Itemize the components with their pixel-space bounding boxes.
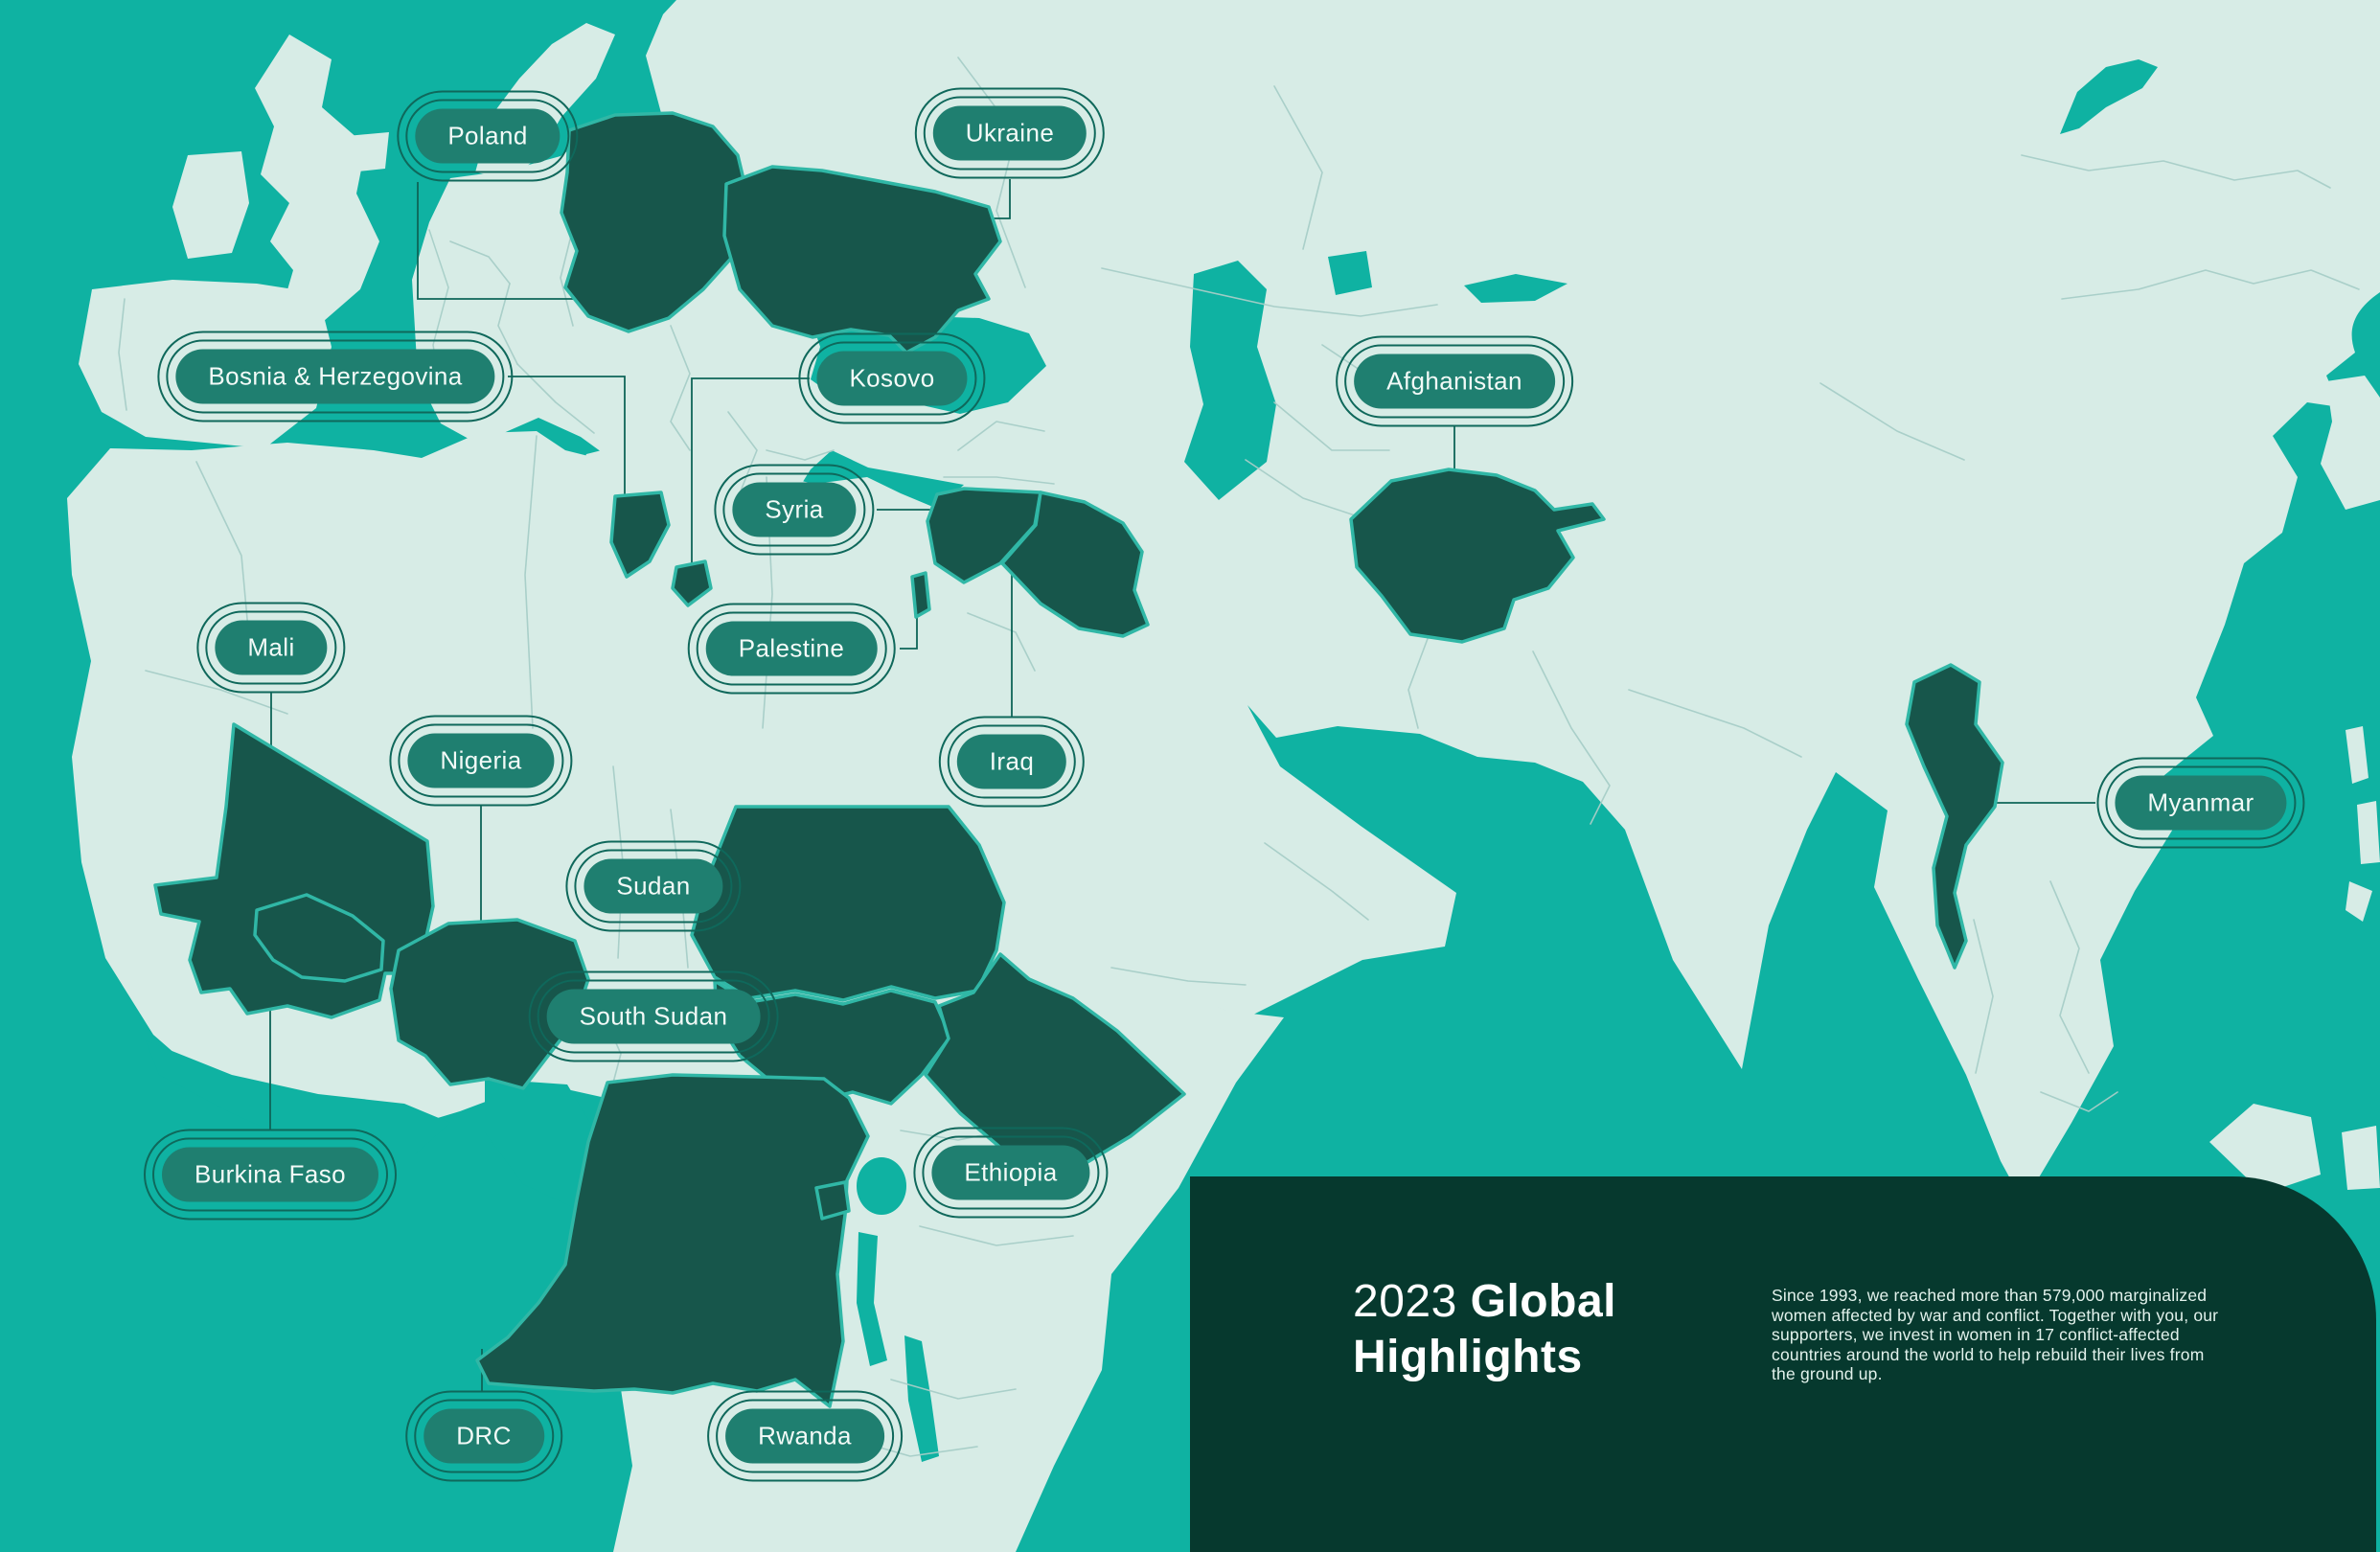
leader-line-bosnia-herzegovina bbox=[508, 376, 626, 496]
country-label-text: South Sudan bbox=[579, 1001, 728, 1031]
country-label-text: Sudan bbox=[616, 871, 691, 901]
country-label-palestine[interactable]: Palestine bbox=[687, 603, 896, 695]
country-label-myanmar[interactable]: Myanmar bbox=[2096, 757, 2305, 849]
country-label-kosovo[interactable]: Kosovo bbox=[798, 332, 986, 424]
country-label-text: Rwanda bbox=[758, 1421, 852, 1450]
country-shape-south-sudan bbox=[713, 979, 952, 1106]
leader-line-kosovo bbox=[691, 377, 810, 563]
panel-title: 2023 Global Highlights bbox=[1353, 1274, 1746, 1384]
country-label-ethiopia[interactable]: Ethiopia bbox=[913, 1127, 1109, 1219]
island-borneo bbox=[2209, 1104, 2321, 1194]
country-label-nigeria[interactable]: Nigeria bbox=[389, 715, 573, 807]
country-label-rwanda[interactable]: Rwanda bbox=[707, 1390, 903, 1482]
country-label-iraq[interactable]: Iraq bbox=[938, 716, 1086, 808]
island-philippines-3 bbox=[2346, 881, 2372, 922]
lake-victoria bbox=[857, 1157, 906, 1215]
country-label-drc[interactable]: DRC bbox=[405, 1390, 562, 1482]
panel-description: Since 1993, we reached more than 579,000… bbox=[1772, 1286, 2219, 1383]
country-label-afghanistan[interactable]: Afghanistan bbox=[1336, 335, 1573, 427]
country-label-text: Palestine bbox=[738, 633, 845, 663]
landmass-ireland bbox=[172, 151, 249, 259]
landmass-korea bbox=[2321, 376, 2380, 510]
country-shape-kosovo bbox=[671, 559, 713, 607]
country-label-text: Ethiopia bbox=[964, 1157, 1058, 1187]
country-label-text: Iraq bbox=[989, 746, 1035, 776]
country-label-mali[interactable]: Mali bbox=[196, 602, 346, 694]
country-shape-bosnia bbox=[609, 491, 671, 579]
country-label-text: Kosovo bbox=[849, 363, 935, 393]
island-philippines-2 bbox=[2357, 801, 2380, 864]
country-shape-afghanistan bbox=[1349, 468, 1606, 644]
panel-title-year: 2023 bbox=[1353, 1276, 1471, 1327]
country-label-text: DRC bbox=[456, 1421, 512, 1450]
country-label-burkina-faso[interactable]: Burkina Faso bbox=[144, 1129, 397, 1221]
island-philippines-1 bbox=[2346, 726, 2369, 784]
gabon-coast-teal bbox=[485, 1079, 596, 1209]
landmass-novaya-zemlya bbox=[1108, 10, 1190, 107]
caspian-sea bbox=[1184, 261, 1276, 500]
country-label-bosnia-herzegovina[interactable]: Bosnia & Herzegovina bbox=[157, 331, 514, 422]
country-label-ukraine[interactable]: Ukraine bbox=[914, 87, 1106, 179]
highlights-panel: 2023 Global Highlights Since 1993, we re… bbox=[1190, 1176, 2376, 1552]
country-label-text: Afghanistan bbox=[1386, 366, 1522, 396]
country-label-text: Nigeria bbox=[440, 745, 522, 775]
country-label-text: Poland bbox=[447, 121, 528, 150]
country-shape-sudan bbox=[690, 805, 1006, 1002]
country-label-text: Burkina Faso bbox=[195, 1159, 346, 1189]
country-shape-palestine bbox=[910, 571, 931, 619]
leader-line-palestine bbox=[900, 613, 918, 650]
aral-sea bbox=[1328, 251, 1372, 295]
island-sulawesi bbox=[2342, 1126, 2380, 1190]
lake-tanganyika bbox=[857, 1232, 887, 1366]
lake-balkhash bbox=[1464, 274, 1568, 303]
guinea-coast-teal bbox=[146, 1040, 450, 1155]
country-label-text: Myanmar bbox=[2147, 787, 2254, 817]
country-label-poland[interactable]: Poland bbox=[397, 90, 579, 182]
country-shape-myanmar bbox=[1905, 663, 2004, 970]
country-label-south-sudan[interactable]: South Sudan bbox=[528, 970, 779, 1062]
country-shape-burkina-faso bbox=[253, 893, 385, 983]
lake-baikal bbox=[2060, 59, 2158, 134]
panel-title-bold: Global Highlights bbox=[1353, 1276, 1616, 1382]
country-shape-rwanda bbox=[814, 1180, 851, 1221]
country-label-text: Bosnia & Herzegovina bbox=[208, 361, 463, 391]
country-shape-poland bbox=[560, 111, 751, 333]
country-label-text: Syria bbox=[765, 494, 824, 524]
leader-line-poland bbox=[417, 182, 590, 300]
country-label-syria[interactable]: Syria bbox=[714, 464, 875, 556]
landmass-great-britain bbox=[255, 34, 379, 328]
country-label-text: Ukraine bbox=[965, 118, 1055, 148]
country-shape-iraq bbox=[1000, 491, 1150, 638]
country-shape-drc bbox=[475, 1073, 870, 1408]
country-label-sudan[interactable]: Sudan bbox=[565, 840, 742, 932]
highlighted-countries bbox=[153, 111, 2004, 1408]
landmass-denmark bbox=[347, 132, 389, 172]
country-label-text: Mali bbox=[247, 632, 295, 662]
country-shape-ukraine bbox=[722, 165, 1002, 354]
country-shape-ethiopia bbox=[924, 952, 1186, 1176]
lake-malawi bbox=[904, 1335, 939, 1462]
